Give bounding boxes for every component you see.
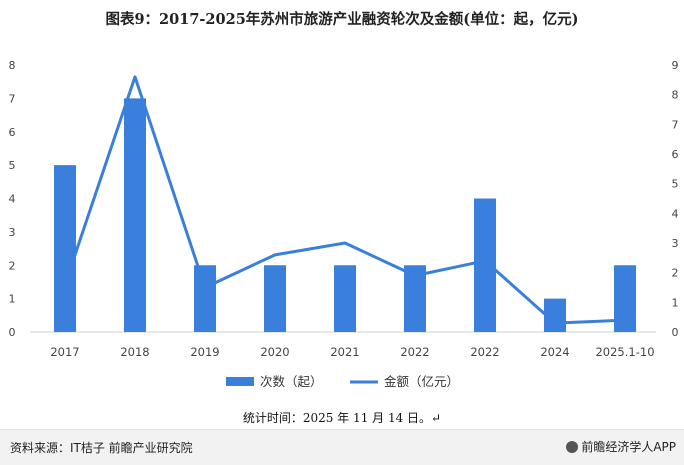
bar [264, 265, 286, 332]
y-right-tick-label: 2 [672, 267, 679, 280]
y-left-tick-label: 4 [9, 193, 16, 206]
x-tick-label: 2024 [540, 345, 569, 359]
legend-bar-label: 次数（起） [260, 374, 323, 389]
x-tick-label: 2025.1-10 [595, 345, 654, 359]
bar [334, 265, 356, 332]
y-right-tick-label: 6 [672, 148, 679, 161]
bar [54, 165, 76, 332]
legend: 次数（起） 金额（亿元） [226, 374, 459, 389]
y-left-tick-label: 6 [9, 126, 16, 139]
bar [124, 98, 146, 332]
x-tick-label: 2020 [260, 345, 289, 359]
footer-bar: 资料来源：IT桔子 前瞻产业研究院 前瞻经济学人APP [0, 429, 684, 465]
x-tick-label: 2021 [330, 345, 359, 359]
y-right-tick-label: 8 [672, 89, 679, 102]
y-left-tick-label: 7 [9, 92, 16, 105]
line-series [63, 75, 627, 325]
brand[interactable]: 前瞻经济学人APP [566, 438, 676, 455]
x-tick-label: 2018 [120, 345, 149, 359]
x-tick-label: 2022 [400, 345, 429, 359]
line-path [63, 75, 627, 325]
y-right-tick-label: 4 [672, 207, 679, 220]
y-right-tick-label: 1 [672, 296, 679, 309]
x-tick-label: 2022 [470, 345, 499, 359]
y-left-tick-label: 3 [9, 226, 16, 239]
source-text: 资料来源：IT桔子 前瞻产业研究院 [10, 441, 193, 455]
y-right-tick-label: 3 [672, 237, 679, 250]
bar [194, 265, 216, 332]
x-tick-label: 2019 [190, 345, 219, 359]
brand-label: 前瞻经济学人APP [581, 440, 676, 454]
y-left-tick-label: 5 [9, 159, 16, 172]
brand-logo-icon [566, 441, 579, 453]
y-left-tick-label: 0 [9, 326, 16, 339]
bar [614, 265, 636, 332]
y-left-tick-label: 1 [9, 293, 16, 306]
y-right-tick-label: 5 [672, 178, 679, 191]
bar [404, 265, 426, 332]
bar [474, 198, 496, 332]
legend-line-label: 金额（亿元） [384, 374, 459, 389]
y-right-tick-label: 9 [672, 59, 679, 72]
x-tick-label: 2017 [50, 345, 79, 359]
x-axis-labels: 2017 2018 2019 2020 2021 2022 2022 2024 2025.1-1… [50, 345, 654, 359]
y-right-tick-label: 7 [672, 118, 679, 131]
y-right-tick-label: 0 [672, 326, 679, 339]
legend-bar-swatch [226, 377, 254, 386]
y-left-tick-label: 8 [9, 59, 16, 72]
y-left-tick-label: 2 [9, 259, 16, 272]
combo-chart: 0 1 2 3 4 5 6 7 8 0 1 2 3 4 5 6 7 8 9 2017 2018 2019 2020 2021… [9, 59, 679, 389]
chart-title: 图表9：2017-2025年苏州市旅游产业融资轮次及金额(单位：起，亿元) [105, 11, 579, 28]
bar-series [54, 98, 636, 332]
footnote: 统计时间：2025 年 11 月 14 日。↵ [242, 411, 442, 425]
